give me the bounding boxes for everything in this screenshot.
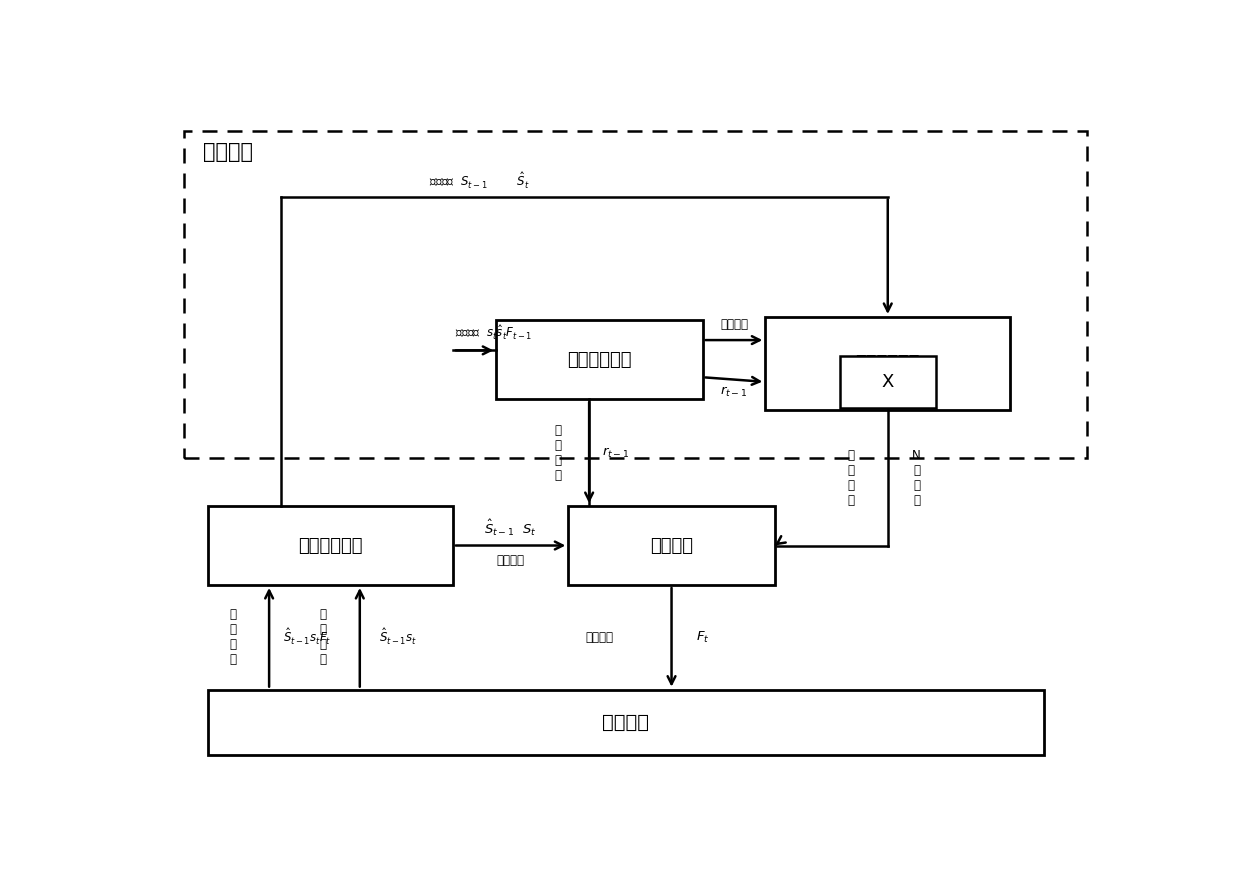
Bar <box>839 355 936 408</box>
Bar <box>568 506 775 585</box>
Bar <box>496 321 703 399</box>
Text: 应用阶段: 应用阶段 <box>585 630 614 644</box>
Text: 学习阶段  $S_{t-1}$        $\hat{S}_{t}$: 学习阶段 $S_{t-1}$ $\hat{S}_{t}$ <box>429 171 529 191</box>
Text: 学
习
阶
段: 学 习 阶 段 <box>554 423 562 481</box>
Text: 学
习
阶
段: 学 习 阶 段 <box>229 608 236 666</box>
Text: $r_{t-1}$: $r_{t-1}$ <box>603 446 630 460</box>
Text: $r_{t-1}$: $r_{t-1}$ <box>720 386 748 399</box>
Text: $\hat{S}_{t-1}$  $S_t$: $\hat{S}_{t-1}$ $S_t$ <box>485 518 537 538</box>
Text: 数据采集模块: 数据采集模块 <box>298 537 362 555</box>
Text: N
个
经
验: N 个 经 验 <box>913 448 921 506</box>
Text: 奖励计算模块: 奖励计算模块 <box>567 351 631 369</box>
Bar <box>184 131 1087 458</box>
Text: $\hat{S}_{t-1}s_t$: $\hat{S}_{t-1}s_t$ <box>379 627 418 647</box>
Text: 决策模块: 决策模块 <box>650 537 693 555</box>
Text: 学习阶段  $s_t\hat{s}_tF_{t-1}$: 学习阶段 $s_t\hat{s}_tF_{t-1}$ <box>455 324 532 342</box>
Bar <box>208 506 453 585</box>
Text: 学
习
阶
段: 学 习 阶 段 <box>320 608 327 666</box>
Text: 经验数据缓冲: 经验数据缓冲 <box>856 355 920 372</box>
Bar <box>765 317 1011 410</box>
Text: 训练模块: 训练模块 <box>203 142 253 162</box>
Text: $F_t$: $F_t$ <box>696 630 709 645</box>
Text: Χ: Χ <box>882 373 894 391</box>
Text: 通信模块: 通信模块 <box>603 713 650 731</box>
Text: $\hat{S}_{t-1}s_tF_t$: $\hat{S}_{t-1}s_tF_t$ <box>284 627 332 647</box>
Text: 应用阶段: 应用阶段 <box>496 555 525 567</box>
Text: 学
习
阶
段: 学 习 阶 段 <box>848 448 854 506</box>
Bar <box>208 689 1044 755</box>
Text: 学习阶段: 学习阶段 <box>720 319 748 331</box>
